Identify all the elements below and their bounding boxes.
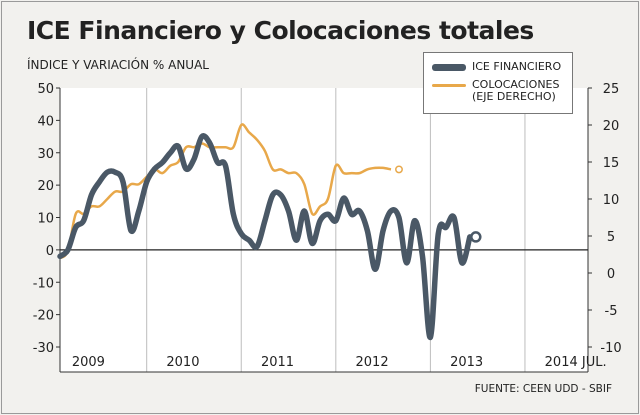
x-tick-label: 2013 xyxy=(450,355,483,370)
right-tick-label: 10 xyxy=(603,193,620,208)
chart-subtitle: ÍNDICE Y VARIACIÓN % ANUAL xyxy=(27,58,209,72)
left-tick-label: 20 xyxy=(37,179,54,194)
series-line-colocaciones xyxy=(59,123,392,260)
left-tick-label: 50 xyxy=(37,82,54,97)
left-tick-label: 40 xyxy=(37,114,54,129)
x-tick-label: 2012 xyxy=(356,355,389,370)
chart-title: ICE Financiero y Colocaciones totales xyxy=(27,16,534,45)
legend: ICE FINANCIERO COLOCACIONES (EJE DERECHO… xyxy=(423,52,573,114)
left-tick-label: 10 xyxy=(37,212,54,227)
left-tick-label: -10 xyxy=(33,276,54,291)
plot-area xyxy=(60,88,588,372)
right-tick-label: 25 xyxy=(603,82,620,97)
x-tick-label: 2009 xyxy=(72,355,105,370)
x-tick-label: 2014 JUL. xyxy=(545,355,607,370)
right-tick-label: 20 xyxy=(603,119,620,134)
right-tick-label: -5 xyxy=(605,304,618,319)
left-tick-label: 0 xyxy=(46,244,54,259)
endpoint-marker-ice xyxy=(470,231,482,243)
plot-background xyxy=(60,88,588,372)
right-tick-label: 5 xyxy=(607,230,615,245)
right-axis-ticks: 25 20 15 10 5 0 -5 -10 xyxy=(588,82,622,356)
axes xyxy=(59,88,589,373)
legend-label-colocaciones: COLOCACIONES (EJE DERECHO) xyxy=(472,78,560,103)
legend-item-ice: ICE FINANCIERO xyxy=(432,61,561,73)
left-axis-ticks: 50 40 30 20 10 0 -10 -20 -30 xyxy=(33,82,60,356)
legend-label-ice: ICE FINANCIERO xyxy=(472,60,562,73)
legend-swatch-ice xyxy=(432,64,466,71)
endpoint-markers xyxy=(395,165,482,243)
endpoint-marker-colocaciones xyxy=(395,165,403,174)
left-tick-label: -30 xyxy=(33,341,54,356)
series-lines xyxy=(57,123,473,341)
left-tick-label: -20 xyxy=(33,309,54,324)
right-tick-label: 0 xyxy=(607,267,615,282)
right-tick-label: 15 xyxy=(603,156,620,171)
right-tick-label: -10 xyxy=(600,341,621,356)
left-tick-label: 30 xyxy=(37,147,54,162)
chart-source: FUENTE: CEEN UDD - SBIF xyxy=(474,383,612,395)
legend-item-colocaciones: COLOCACIONES (EJE DERECHO) xyxy=(432,79,560,103)
series-line-ice xyxy=(57,133,473,341)
x-tick-label: 2011 xyxy=(261,355,294,370)
legend-swatch-colocaciones xyxy=(432,84,466,87)
x-tick-label: 2010 xyxy=(166,355,199,370)
x-axis-ticks: 2009 2010 2011 2012 2013 2014 JUL. xyxy=(72,355,607,370)
